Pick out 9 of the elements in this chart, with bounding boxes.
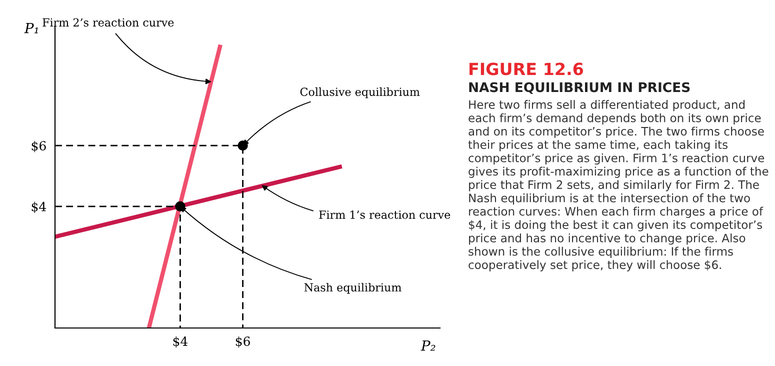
text: NASH EQUILIBRIUM IN PRICES bbox=[469, 82, 690, 94]
text: Here two firms sell a differentiated product, and each firm’s demand depends both on its own price and on its competitor’s price. The two firms choose their prices at the same time, each taking its competitor’s price as given. Firm 1’s reaction curve gives its profit-maximizing price as a function of the price that Firm 2 sets, and similarly for Firm 2. The Nash equilibrium is at the intersection of the two reaction curves: When each firm charges a price of $4, it is doing the best it can given its competitor’s price and has no incentive to change price. Also shown is the collusive equilibrium: If the firms cooperatively set price, they will choose $6. bbox=[468, 100, 768, 272]
annotation: Nash equilibrium bbox=[304, 282, 402, 294]
annotation: Firm 2’s reaction curve bbox=[42, 18, 174, 27]
annotation: Firm 1’s reaction curve bbox=[319, 210, 450, 219]
x-axis-title: P₂ bbox=[420, 340, 436, 351]
y-axis-title: P₁ bbox=[24, 23, 38, 34]
text: FIGURE 12.6 bbox=[470, 62, 584, 76]
annotation: Collusive equilibrium bbox=[300, 87, 420, 98]
